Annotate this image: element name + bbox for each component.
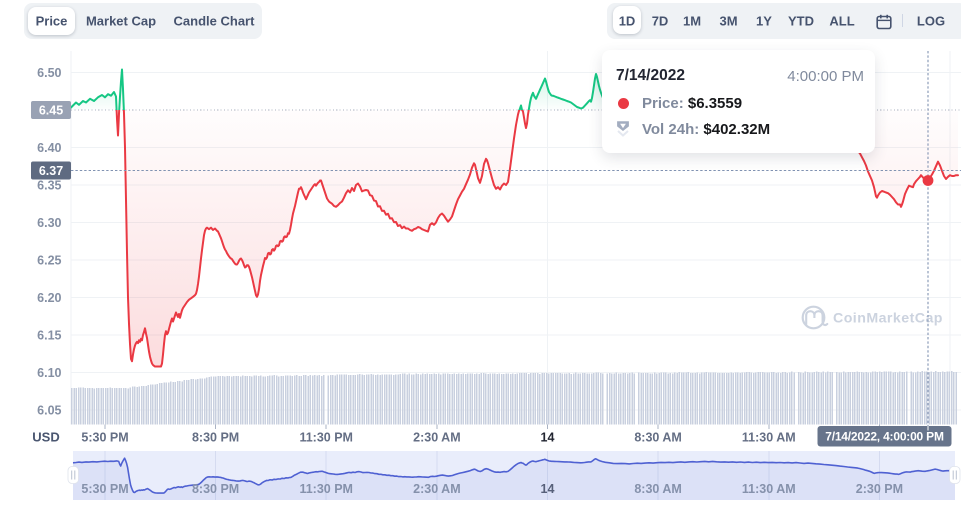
svg-text:6.37: 6.37 bbox=[39, 164, 63, 178]
svg-text:5:30 PM: 5:30 PM bbox=[81, 482, 128, 496]
svg-text:CoinMarketCap: CoinMarketCap bbox=[833, 311, 943, 327]
svg-text:14: 14 bbox=[541, 431, 555, 445]
svg-text:6.10: 6.10 bbox=[37, 366, 61, 380]
svg-text:11:30 AM: 11:30 AM bbox=[742, 482, 796, 496]
svg-text:6.25: 6.25 bbox=[37, 254, 61, 268]
svg-text:USD: USD bbox=[32, 430, 59, 445]
svg-text:5:30 PM: 5:30 PM bbox=[81, 431, 128, 445]
svg-text:8:30 PM: 8:30 PM bbox=[192, 482, 239, 496]
svg-text:8:30 PM: 8:30 PM bbox=[192, 431, 239, 445]
svg-text:8:30 AM: 8:30 AM bbox=[634, 431, 681, 445]
svg-text:6.50: 6.50 bbox=[37, 66, 61, 80]
svg-text:8:30 AM: 8:30 AM bbox=[634, 482, 681, 496]
svg-text:11:30 AM: 11:30 AM bbox=[742, 431, 796, 445]
svg-text:11:30 PM: 11:30 PM bbox=[299, 431, 353, 445]
svg-text:11:30 PM: 11:30 PM bbox=[299, 482, 353, 496]
svg-text:6.20: 6.20 bbox=[37, 291, 61, 305]
svg-text:6.35: 6.35 bbox=[37, 179, 61, 193]
svg-text:6.45: 6.45 bbox=[39, 104, 63, 118]
svg-text:14: 14 bbox=[541, 482, 555, 496]
svg-text:6.40: 6.40 bbox=[37, 141, 61, 155]
svg-text:2:30 AM: 2:30 AM bbox=[413, 431, 460, 445]
svg-text:2:30 AM: 2:30 AM bbox=[413, 482, 460, 496]
svg-text:2:30 PM: 2:30 PM bbox=[856, 482, 903, 496]
svg-text:6.05: 6.05 bbox=[37, 404, 61, 418]
svg-text:6.15: 6.15 bbox=[37, 329, 61, 343]
svg-text:6.30: 6.30 bbox=[37, 216, 61, 230]
svg-text:7/14/2022, 4:00:00 PM: 7/14/2022, 4:00:00 PM bbox=[825, 430, 944, 444]
